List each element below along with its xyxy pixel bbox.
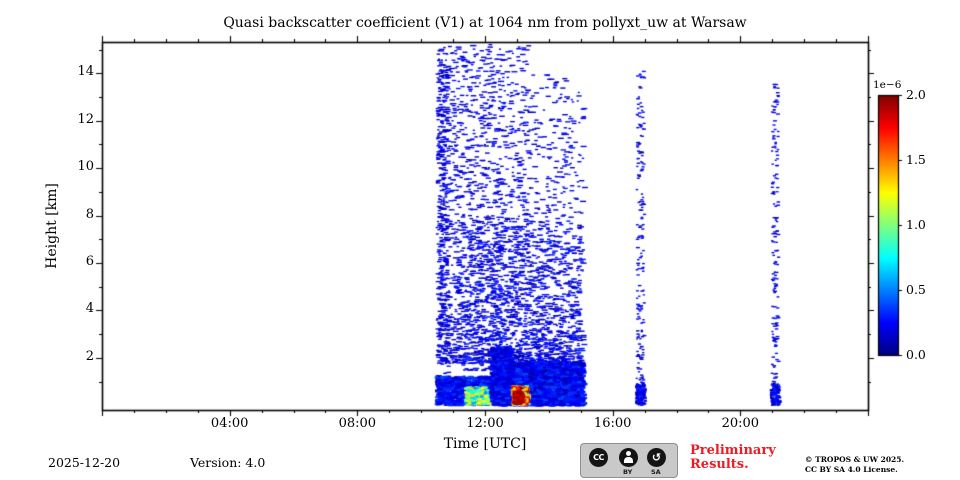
date-label: 2025-12-20 bbox=[48, 455, 121, 470]
colorbar-tick-label: 2.0 bbox=[906, 87, 926, 102]
x-tick-label: 08:00 bbox=[338, 416, 377, 431]
y-tick-label: 4 bbox=[85, 301, 94, 317]
x-tick-label: 12:00 bbox=[466, 416, 504, 431]
y-tick-label: 8 bbox=[85, 206, 94, 222]
y-tick-label: 2 bbox=[85, 348, 94, 364]
attribution-person-icon bbox=[619, 448, 638, 467]
cc-sa-label: SA bbox=[651, 468, 661, 476]
chart-title: Quasi backscatter coefficient (V1) at 10… bbox=[223, 15, 747, 31]
share-alike-icon: ↺ bbox=[647, 448, 666, 467]
x-tick-label: 16:00 bbox=[593, 416, 632, 431]
x-tick-label: 04:00 bbox=[210, 416, 249, 431]
version-label: Version: 4.0 bbox=[190, 455, 266, 470]
preliminary-results-label-line1: Preliminary bbox=[690, 443, 776, 458]
cc-icon: CC bbox=[589, 448, 608, 467]
y-tick-label: 10 bbox=[77, 159, 94, 175]
copyright-line2: CC BY SA 4.0 License. bbox=[805, 465, 898, 474]
preliminary-results-label-line2: Results. bbox=[690, 457, 749, 472]
colorbar-exponent-label: 1e−6 bbox=[873, 79, 902, 91]
y-tick-label: 14 bbox=[77, 64, 94, 80]
colorbar-tick-label: 1.0 bbox=[906, 217, 926, 232]
copyright-line1: © TROPOS & UW 2025. bbox=[805, 455, 905, 464]
colorbar-tick-label: 0.0 bbox=[906, 347, 926, 362]
cc-license-badge: CC ↺ BY SA bbox=[580, 443, 678, 478]
colorbar-tick-label: 0.5 bbox=[906, 282, 926, 297]
x-tick-label: 20:00 bbox=[721, 416, 760, 431]
colorbar-tick-label: 1.5 bbox=[906, 152, 926, 167]
y-tick-label: 12 bbox=[77, 111, 94, 127]
cc-by-label: BY bbox=[623, 468, 633, 476]
x-axis-label: Time [UTC] bbox=[443, 436, 527, 452]
y-tick-label: 6 bbox=[85, 253, 94, 269]
